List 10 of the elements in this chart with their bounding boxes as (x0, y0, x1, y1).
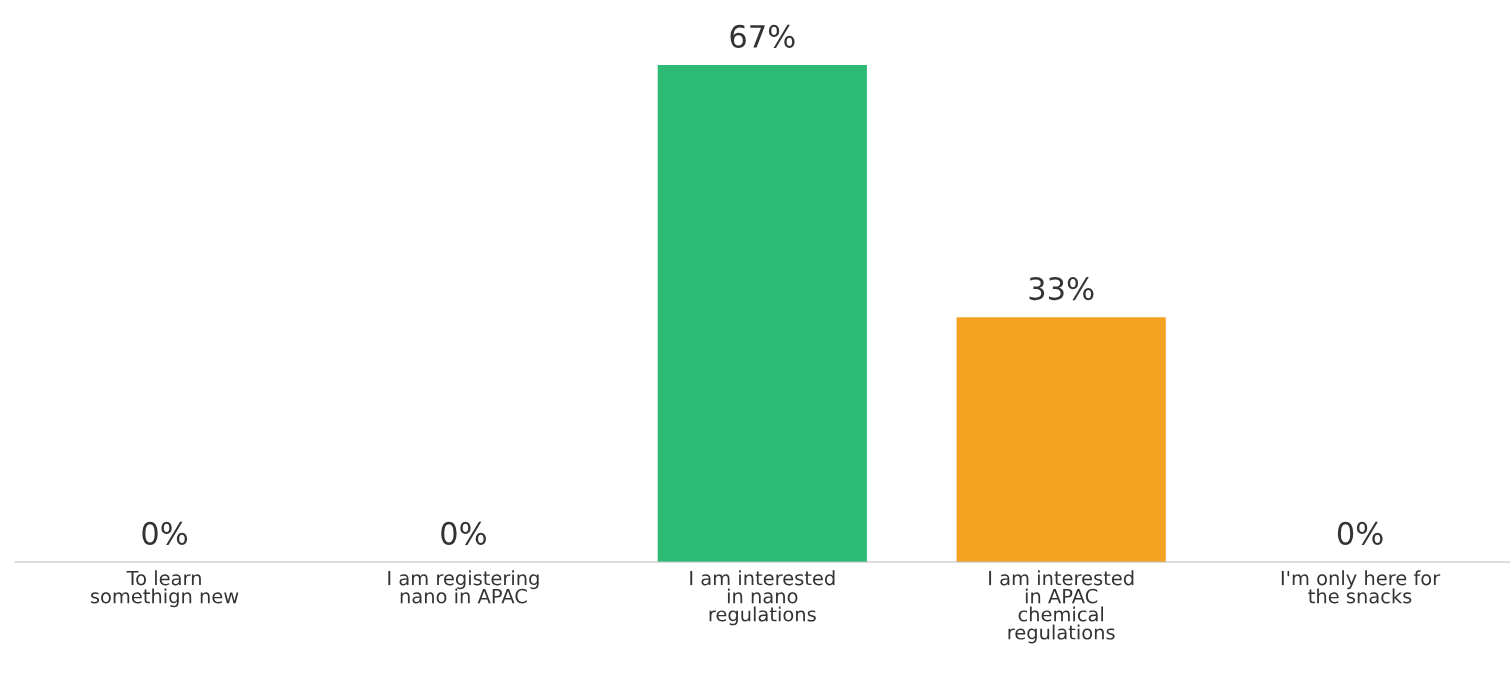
x-tick-label: I am interested in APAC chemical regulations (989, 570, 1134, 644)
x-tick-label: I'm only here for the snacks (1281, 570, 1441, 604)
data-label: 67% (730, 24, 795, 48)
x-tick-label: To learn somethign new (90, 570, 239, 608)
data-label: 0% (142, 521, 188, 545)
data-label: 33% (1029, 277, 1094, 301)
data-label: 0% (441, 521, 486, 545)
data-label: 0% (1337, 521, 1383, 545)
x-tick-label: I am registering nano in APAC (388, 570, 539, 604)
x-tick-label: I am interested in nano regulations (690, 570, 835, 626)
